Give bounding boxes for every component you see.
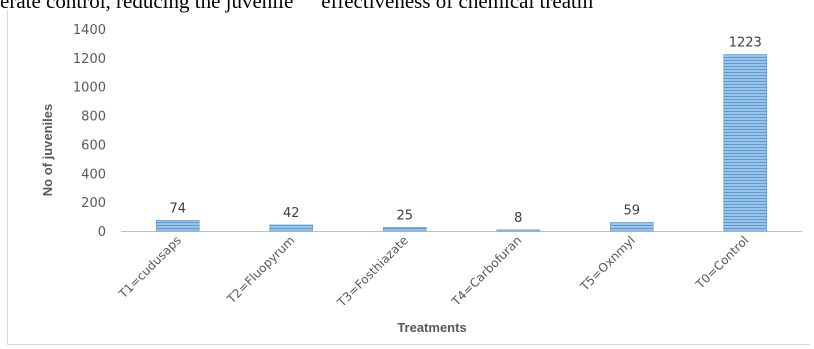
page-text-snippet: erate control, reducing the juvenile effe… — [0, 0, 593, 14]
data-label: 59 — [623, 203, 640, 218]
data-label: 74 — [169, 201, 186, 216]
bar — [382, 227, 427, 232]
data-label: 25 — [396, 208, 413, 223]
y-axis: 0 200 400 600 800 1000 1200 1400 — [73, 23, 106, 240]
top-text-left: erate control, reducing the juvenile — [0, 0, 294, 13]
chart-frame — [7, 10, 810, 345]
x-tick-label: T5=Oxnmyl — [577, 233, 638, 294]
y-tick-label: 400 — [81, 167, 106, 182]
bar — [155, 220, 200, 232]
data-label: 1223 — [729, 36, 762, 51]
top-text-right: effectiveness of chemical treatm — [321, 0, 594, 13]
bar — [723, 54, 768, 232]
data-labels: 74 42 25 8 59 1223 — [169, 36, 761, 226]
x-tick-label: T4=Carbofuran — [448, 233, 524, 309]
y-tick-label: 1000 — [73, 81, 106, 96]
x-axis-title: Treatments — [397, 320, 466, 335]
y-tick-label: 0 — [98, 225, 106, 240]
y-tick-label: 1400 — [73, 23, 106, 38]
y-tick-label: 800 — [81, 110, 106, 125]
x-tick-label: T2=Fluopyrum — [224, 233, 298, 307]
y-axis-title: No of juveniles — [40, 104, 55, 196]
y-tick-label: 200 — [81, 196, 106, 211]
x-tick-label: T1=cudusaps — [115, 233, 184, 302]
data-label: 42 — [283, 206, 300, 221]
bar — [496, 229, 541, 232]
bars — [155, 54, 768, 232]
x-axis: T1=cudusaps T2=Fluopyrum T3=Fosthiazate T4=… — [115, 231, 802, 310]
y-tick-label: 600 — [81, 138, 106, 153]
bar — [269, 224, 314, 232]
x-tick-label: T0=Control — [692, 233, 751, 292]
bar — [609, 222, 654, 232]
y-tick-label: 1200 — [73, 52, 106, 67]
x-tick-label: T3=Fosthiazate — [334, 233, 411, 310]
data-label: 8 — [514, 211, 522, 226]
